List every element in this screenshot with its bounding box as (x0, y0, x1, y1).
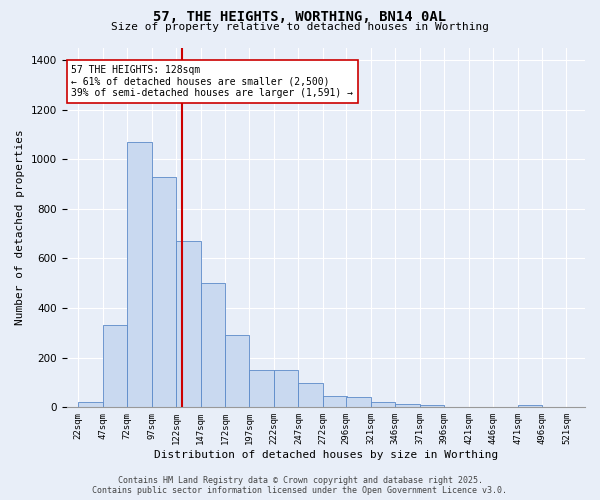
Bar (200, 284, 225, 408)
Bar (323, 396, 347, 407)
Bar (78, 402, 103, 407)
Bar (274, 370, 298, 408)
Bar (518, 405, 542, 407)
Bar (395, 404, 419, 407)
Bar (103, 326, 127, 407)
Text: Size of property relative to detached houses in Worthing: Size of property relative to detached ho… (111, 22, 489, 32)
Bar (419, 405, 444, 407)
Bar (371, 402, 395, 407)
Bar (250, 370, 274, 408)
Bar (127, 142, 152, 407)
Y-axis label: Number of detached properties: Number of detached properties (15, 130, 25, 326)
Bar (225, 336, 250, 407)
Bar (346, 398, 371, 407)
Text: 57 THE HEIGHTS: 128sqm
← 61% of detached houses are smaller (2,500)
39% of semi-: 57 THE HEIGHTS: 128sqm ← 61% of detached… (71, 65, 353, 98)
Bar (298, 382, 323, 407)
Text: Contains HM Land Registry data © Crown copyright and database right 2025.
Contai: Contains HM Land Registry data © Crown c… (92, 476, 508, 495)
Bar (152, 176, 176, 408)
X-axis label: Distribution of detached houses by size in Worthing: Distribution of detached houses by size … (154, 450, 498, 460)
Text: 57, THE HEIGHTS, WORTHING, BN14 0AL: 57, THE HEIGHTS, WORTHING, BN14 0AL (154, 10, 446, 24)
Bar (176, 241, 200, 408)
